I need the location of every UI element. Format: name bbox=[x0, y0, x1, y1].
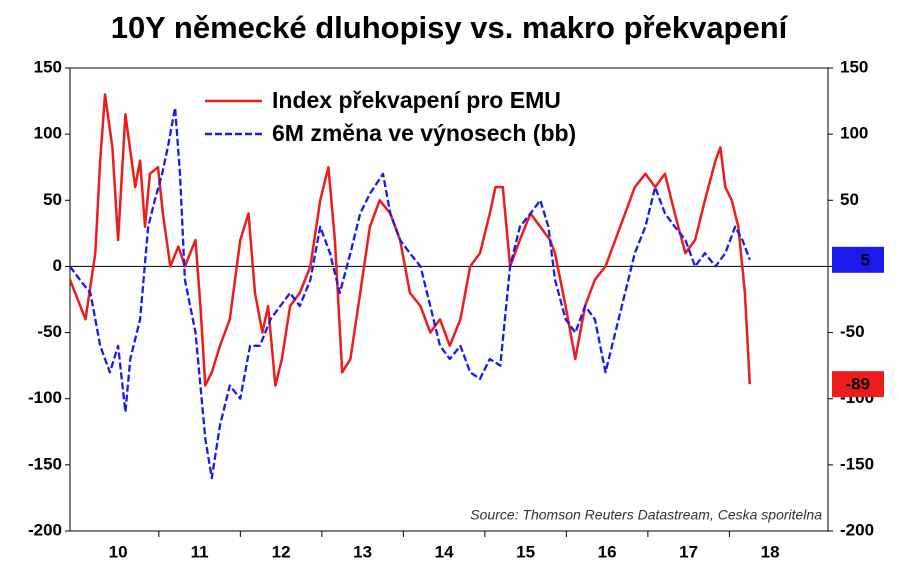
y-tick-label: 100 bbox=[34, 124, 62, 143]
x-tick-label: 18 bbox=[761, 542, 780, 561]
y-tick-label: -150 bbox=[28, 454, 62, 473]
y2-tick-label: 150 bbox=[840, 57, 868, 76]
x-tick-label: 16 bbox=[598, 542, 617, 561]
end-value-label: -89 bbox=[845, 375, 870, 394]
source-note: Source: Thomson Reuters Datastream, Cesk… bbox=[470, 507, 822, 523]
y2-tick-label: 100 bbox=[840, 124, 868, 143]
y-tick-label: 150 bbox=[34, 57, 62, 76]
end-value-badge bbox=[832, 371, 884, 398]
y-tick-label: -50 bbox=[37, 322, 62, 341]
x-tick-label: 13 bbox=[353, 542, 372, 561]
y2-tick-label: -50 bbox=[840, 322, 865, 341]
y2-tick-label: -200 bbox=[840, 520, 874, 539]
legend-label: Index překvapení pro EMU bbox=[272, 87, 561, 113]
x-tick-label: 15 bbox=[516, 542, 535, 561]
x-tick-label: 11 bbox=[191, 542, 209, 561]
x-tick-label: 17 bbox=[679, 542, 698, 561]
y-tick-label: -200 bbox=[28, 520, 62, 539]
legend-label: 6M změna ve výnosech (bb) bbox=[272, 120, 576, 146]
y2-tick-label: -150 bbox=[840, 454, 874, 473]
x-tick-label: 14 bbox=[435, 542, 454, 561]
y2-tick-label: 50 bbox=[840, 190, 859, 209]
chart-title: 10Y německé dluhopisy vs. makro překvape… bbox=[111, 10, 789, 45]
series-line bbox=[68, 93, 752, 387]
x-tick-label: 12 bbox=[272, 542, 291, 561]
series-line bbox=[69, 106, 751, 480]
y-tick-label: 50 bbox=[43, 190, 62, 209]
end-value-badge bbox=[832, 246, 884, 273]
plot-frame bbox=[69, 67, 829, 532]
end-value-label: 5 bbox=[861, 250, 870, 269]
y-tick-label: -100 bbox=[28, 388, 62, 407]
x-tick-label: 10 bbox=[109, 542, 128, 561]
y-tick-label: 0 bbox=[53, 256, 62, 275]
